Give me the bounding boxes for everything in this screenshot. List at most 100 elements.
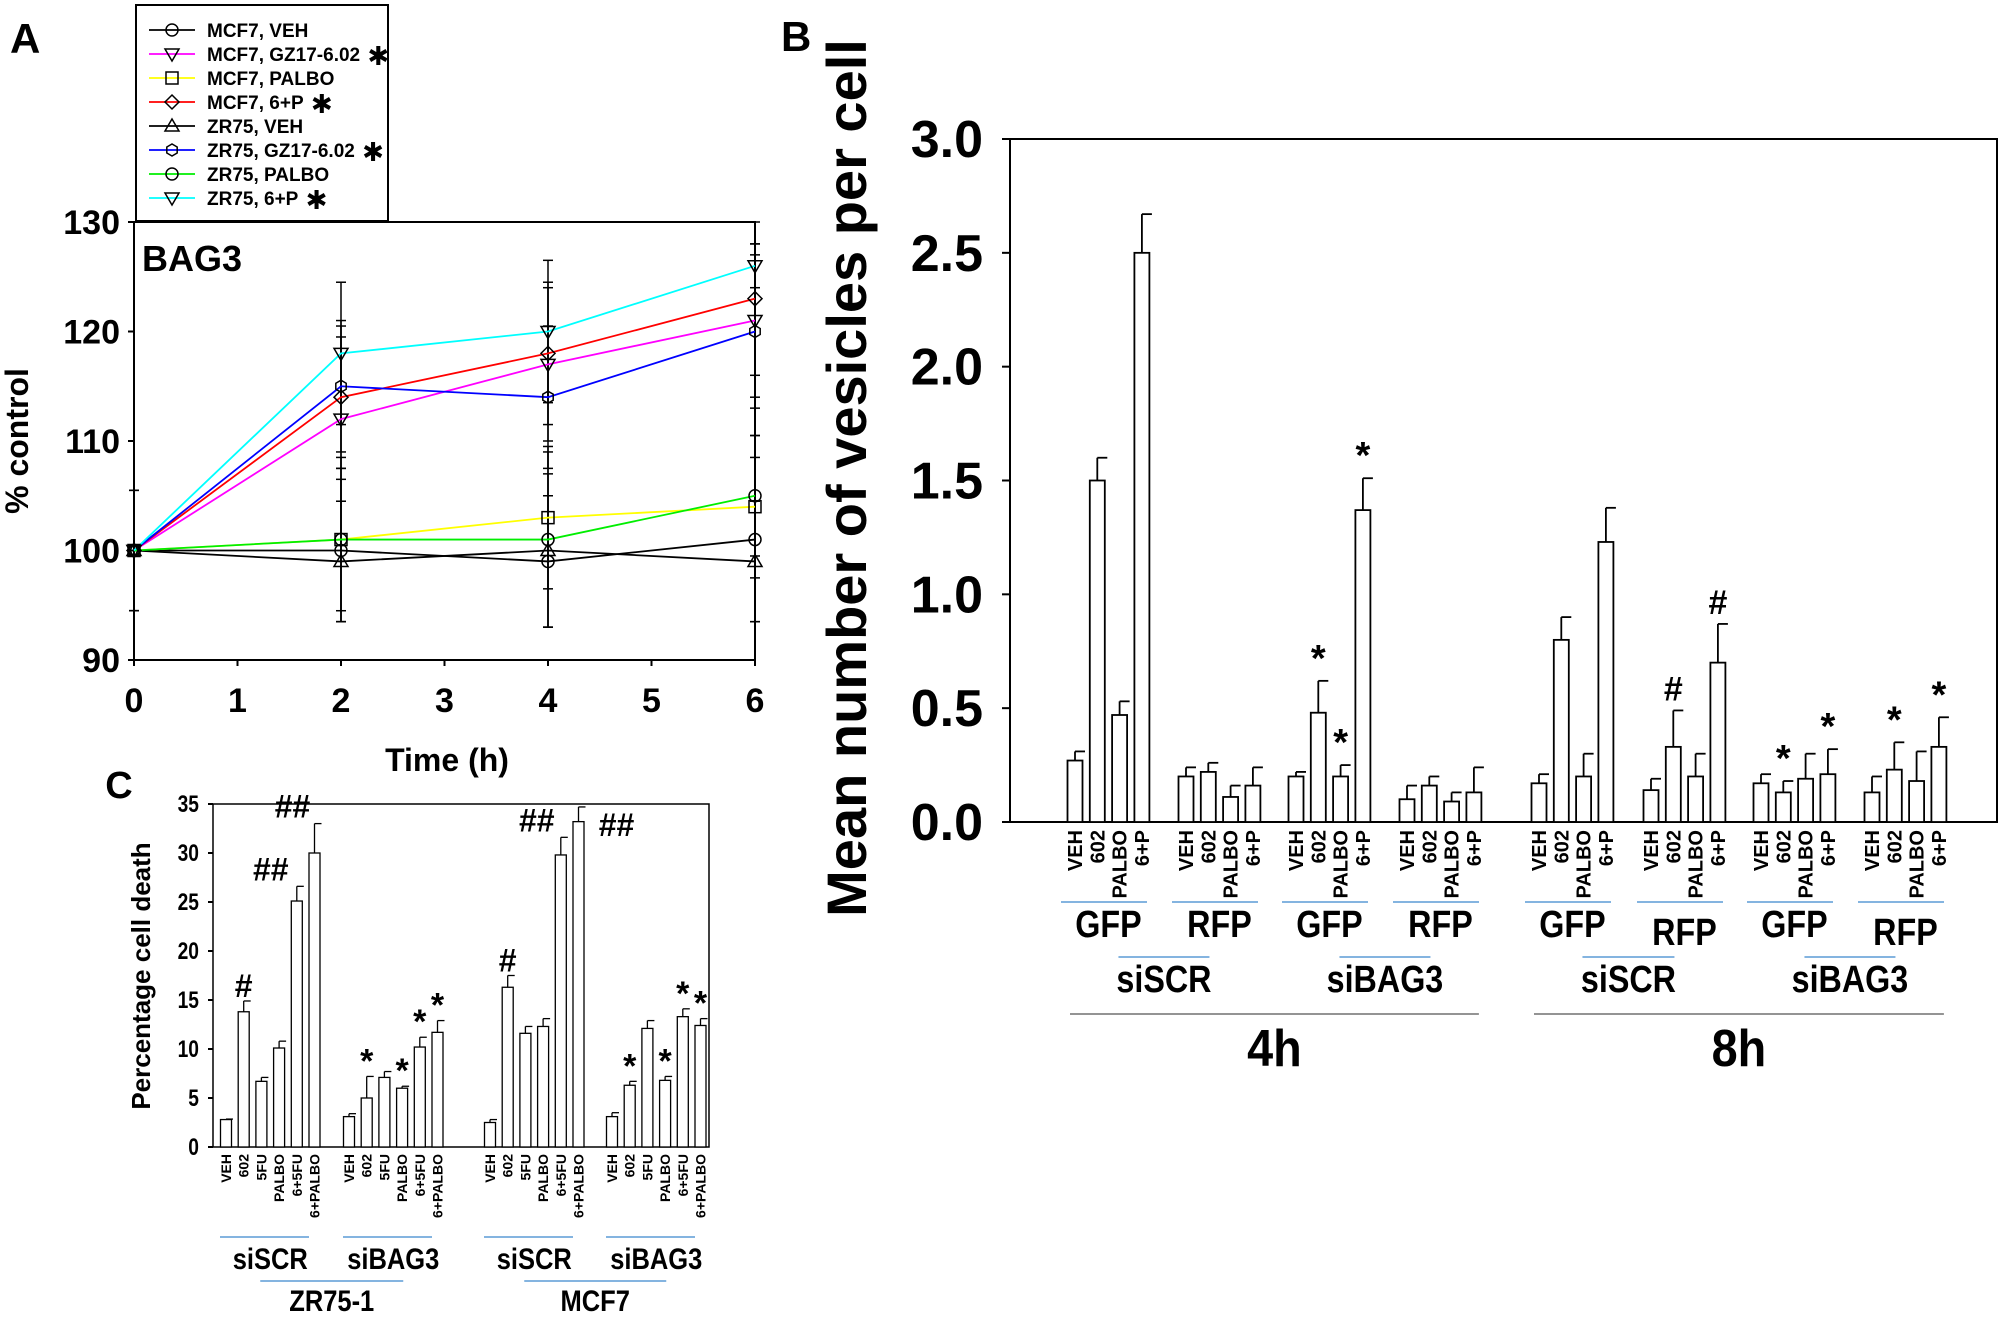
significance-mark-b: * (1311, 638, 1326, 680)
bar-c (413, 1046, 426, 1148)
treatment-label-b: 602 (1551, 830, 1573, 863)
legend-entry: ZR75, PALBO (207, 165, 329, 186)
si-label-b: siBAG3 (1792, 959, 1909, 1001)
bar-b (1133, 251, 1151, 823)
treatment-label-b: 602 (1419, 830, 1441, 863)
bar-b (1709, 661, 1727, 823)
treatment-label-c: 602 (236, 1154, 252, 1178)
bar-c (483, 1121, 497, 1148)
bar-b (1930, 745, 1948, 823)
bar-b (1597, 541, 1615, 823)
treatment-label-b: VEH (1286, 830, 1308, 871)
y-axis-label-a: % control (0, 368, 35, 514)
data-point-a (749, 324, 761, 339)
legend-star: ✱ (360, 41, 389, 71)
significance-mark-b: * (1932, 674, 1947, 716)
y-tick-label-c: 35 (178, 790, 199, 818)
series-line-a (133, 264, 756, 552)
treatment-label-c: 6+PALBO (693, 1154, 709, 1218)
bar-c (676, 1016, 689, 1148)
bar-c (519, 1032, 532, 1148)
treatment-label-c: 5FU (253, 1154, 269, 1180)
series-line-a (133, 297, 756, 552)
legend-star: ✱ (355, 137, 384, 167)
bar-b (1575, 775, 1592, 823)
plot-annotation-bag3: BAG3 (142, 238, 242, 279)
treatment-label-b: 602 (1884, 830, 1906, 863)
significance-mark-b: * (1333, 722, 1348, 764)
fp-label-b: GFP (1075, 904, 1141, 946)
treatment-label-c: 6+5FU (553, 1154, 569, 1196)
bar-b (1287, 775, 1305, 823)
treatment-label-b: VEH (1065, 830, 1087, 871)
bar-c (554, 854, 567, 1148)
data-point-a (746, 552, 764, 568)
legend-star: ✱ (304, 89, 333, 119)
series-line-a (134, 538, 756, 563)
plot-frame-a (133, 221, 756, 661)
data-point-a (542, 390, 554, 405)
y-tick-label-a: 90 (82, 642, 120, 680)
bar-c (623, 1084, 636, 1148)
legend-entry: ZR75, VEH (207, 117, 303, 138)
treatment-label-b: 6+P (1596, 830, 1618, 866)
series-line-a (133, 505, 756, 552)
data-point-a (125, 544, 143, 559)
x-tick-label-a: 0 (125, 682, 144, 720)
treatment-label-c: 6+5FU (289, 1154, 305, 1196)
panel-label-a: A (10, 15, 40, 62)
y-axis-label-b: Mean number of vesicles per cell (815, 39, 878, 917)
bar-c (501, 986, 514, 1148)
legend-marker (163, 192, 181, 207)
bar-b (1465, 791, 1483, 823)
fp-label-b: RFP (1873, 912, 1938, 954)
bar-c (342, 1115, 356, 1148)
bar-b (1552, 638, 1570, 823)
y-tick-label-a: 100 (63, 533, 120, 571)
bar-b (1066, 759, 1084, 823)
bar-c (272, 1047, 286, 1148)
bar-b (1664, 745, 1682, 823)
y-tick-label-b: 1.5 (911, 453, 983, 511)
treatment-label-b: PALBO (1796, 830, 1818, 899)
si-label-b: siSCR (1581, 959, 1676, 1001)
bar-b (1222, 796, 1239, 823)
data-point-a (335, 379, 347, 394)
fp-label-b: RFP (1187, 904, 1252, 946)
treatment-label-c: 6+PALBO (307, 1154, 323, 1218)
significance-mark-b: # (1708, 584, 1727, 622)
treatment-label-c: 5FU (376, 1154, 392, 1180)
treatment-label-c: 5FU (639, 1154, 655, 1180)
treatment-label-b: 6+P (1132, 830, 1154, 866)
legend-star: ✱ (298, 185, 327, 215)
treatment-label-b: PALBO (1574, 830, 1596, 899)
si-label-b: siSCR (1116, 959, 1211, 1001)
cell-line-label-c: MCF7 (561, 1284, 630, 1317)
y-tick-label-a: 120 (63, 314, 120, 352)
plot-frame-b (1009, 138, 1998, 823)
treatment-label-b: 6+P (1929, 830, 1951, 866)
treatment-label-b: 602 (1308, 830, 1330, 863)
treatment-label-b: PALBO (1110, 830, 1132, 899)
treatment-label-b: PALBO (1907, 830, 1929, 899)
data-point-a (125, 542, 143, 557)
treatment-label-c: 6+PALBO (571, 1154, 587, 1218)
x-tick-label-a: 3 (435, 682, 454, 720)
bar-b (1244, 784, 1262, 823)
treatment-label-b: VEH (1751, 830, 1773, 871)
bar-c (360, 1097, 373, 1148)
bar-c (395, 1087, 409, 1148)
bar-b (1199, 771, 1217, 823)
treatment-label-c: 602 (500, 1154, 516, 1178)
y-tick-label-b: 2.0 (911, 339, 983, 397)
legend-box-a (135, 4, 389, 222)
significance-mark-c: # (235, 968, 253, 1004)
significance-mark-c: ## (253, 851, 289, 887)
cell-line-label-c: ZR75-1 (289, 1284, 374, 1317)
treatment-label-c: VEH (604, 1154, 620, 1183)
y-tick-label-c: 10 (178, 1035, 199, 1063)
significance-mark-c: # (499, 943, 517, 979)
bar-c (605, 1115, 619, 1148)
fp-label-b: GFP (1761, 904, 1827, 946)
significance-mark-b: # (1664, 670, 1683, 708)
